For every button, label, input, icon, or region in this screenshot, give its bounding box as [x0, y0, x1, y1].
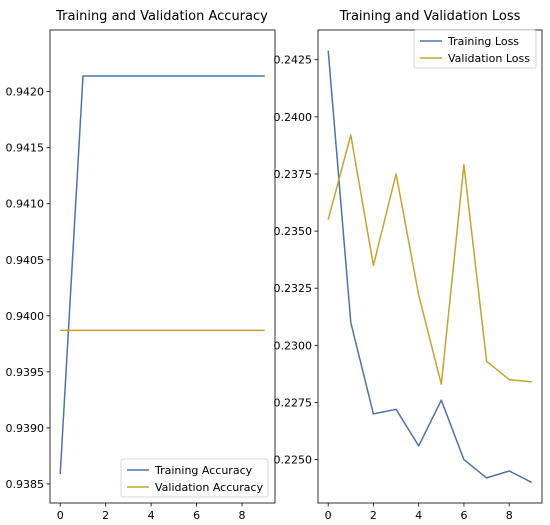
- loss-series-validation-line: [327, 134, 532, 385]
- loss-y-tick-label: 0.2400: [274, 111, 313, 124]
- loss-legend: Training Loss Validation Loss: [413, 29, 537, 69]
- accuracy-y-tick-label: 0.9420: [6, 86, 45, 99]
- accuracy-chart: Training and Validation Accuracy 0.93850…: [6, 9, 276, 522]
- accuracy-x-tick-label: 2: [102, 509, 109, 522]
- accuracy-x-tick-label: 0: [57, 509, 64, 522]
- accuracy-legend-label-training: Training Accuracy: [154, 464, 253, 477]
- accuracy-x-tick-label: 6: [193, 509, 200, 522]
- loss-y-tick-label: 0.2300: [274, 339, 313, 352]
- loss-y-tick-label: 0.2425: [274, 54, 313, 67]
- accuracy-x-tick-label: 8: [239, 509, 246, 522]
- loss-y-tick-label: 0.2275: [274, 396, 313, 409]
- accuracy-chart-title: Training and Validation Accuracy: [55, 9, 268, 24]
- loss-x-tick-label: 2: [370, 509, 377, 522]
- accuracy-legend-box: [120, 458, 269, 498]
- accuracy-legend-label-validation: Validation Accuracy: [155, 481, 264, 494]
- accuracy-plot: 0.9385 0.9390 0.9395 0.9400 0.9405 0.9410 0.94…: [6, 29, 276, 522]
- accuracy-y-tick-label: 0.9390: [6, 422, 45, 435]
- loss-plot: 0.2250 0.2275 0.2300 0.2325 0.2350 0.2375 0.24…: [274, 29, 543, 522]
- loss-x-tick-label: 0: [325, 509, 332, 522]
- accuracy-y-tick-label: 0.9395: [6, 366, 45, 379]
- accuracy-x-tick-label: 4: [148, 509, 155, 522]
- accuracy-series-training-line: [59, 75, 265, 474]
- loss-x-tick-label: 4: [415, 509, 422, 522]
- loss-y-tick-label: 0.2325: [274, 282, 313, 295]
- accuracy-y-tick-label: 0.9410: [6, 198, 45, 211]
- loss-chart-title: Training and Validation Loss: [339, 9, 521, 24]
- accuracy-y-tick-label: 0.9400: [6, 310, 45, 323]
- accuracy-y-tick-label: 0.9405: [6, 254, 45, 267]
- loss-y-tick-label: 0.2375: [274, 168, 313, 181]
- accuracy-axes-frame: [49, 29, 276, 504]
- loss-y-tick-label: 0.2350: [274, 225, 313, 238]
- loss-legend-box: [413, 29, 537, 69]
- loss-y-tick-label: 0.2250: [274, 454, 313, 467]
- loss-legend-label-training: Training Loss: [447, 35, 519, 48]
- loss-legend-label-validation: Validation Loss: [448, 52, 530, 65]
- accuracy-y-tick-label: 0.9385: [6, 478, 45, 491]
- loss-x-tick-label: 8: [506, 509, 513, 522]
- loss-x-tick-label: 6: [460, 509, 467, 522]
- loss-chart: Training and Validation Loss 0.2250 0.227…: [274, 9, 543, 522]
- accuracy-legend: Training Accuracy Validation Accuracy: [120, 458, 269, 498]
- loss-series-training-line: [327, 50, 533, 484]
- loss-axes-frame: [317, 29, 543, 504]
- accuracy-y-tick-label: 0.9415: [6, 142, 45, 155]
